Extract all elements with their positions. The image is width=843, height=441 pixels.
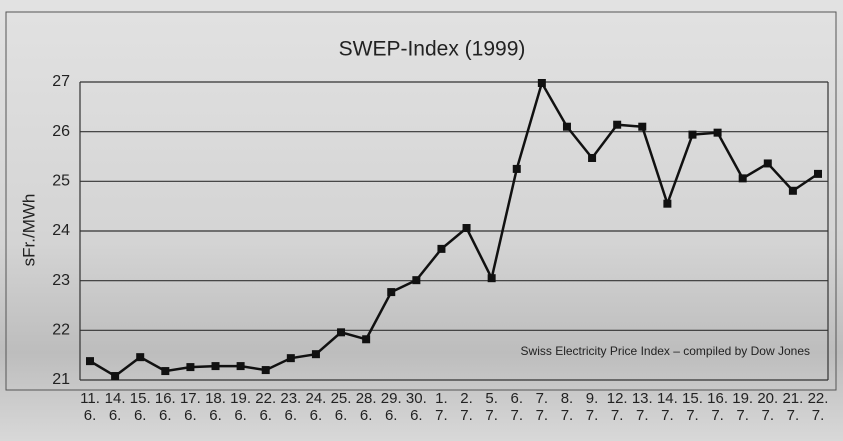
y-tick-label: 24 xyxy=(52,222,70,239)
line xyxy=(90,83,818,376)
x-tick-label: 14. 7. xyxy=(654,390,680,424)
point xyxy=(337,328,345,336)
point xyxy=(437,245,445,253)
x-tick-label: 17. 6. xyxy=(177,390,203,424)
y-tick-label: 23 xyxy=(52,272,70,289)
point xyxy=(362,335,370,343)
x-tick-label: 19. 7. xyxy=(730,390,756,424)
x-tick-label: 16. 7. xyxy=(705,390,731,424)
x-tick-label: 22. 6. xyxy=(253,390,279,424)
x-tick-label: 21. 7. xyxy=(780,390,806,424)
y-axis-label: sFr./MWh xyxy=(19,194,38,267)
point xyxy=(136,353,144,361)
y-tick-label: 27 xyxy=(52,73,70,90)
x-tick-label: 30. 6. xyxy=(403,390,429,424)
x-tick-label: 7. 7. xyxy=(529,390,555,424)
x-tick-label: 16. 6. xyxy=(152,390,178,424)
point xyxy=(714,129,722,137)
point xyxy=(588,154,596,162)
x-tick-label: 14. 6. xyxy=(102,390,128,424)
x-tick-label: 11. 6. xyxy=(77,390,103,424)
y-tick-label: 25 xyxy=(52,173,70,190)
chart: SWEP-Index (1999) sFr./MWh Swiss Electri… xyxy=(0,0,843,441)
x-tick-label: 25. 6. xyxy=(328,390,354,424)
x-tick-label: 9. 7. xyxy=(579,390,605,424)
x-tick-label: 19. 6. xyxy=(228,390,254,424)
point xyxy=(312,350,320,358)
x-tick-label: 23. 6. xyxy=(278,390,304,424)
chart-page: SWEP-Index (1999) sFr./MWh Swiss Electri… xyxy=(0,0,843,441)
x-tick-label: 18. 6. xyxy=(203,390,229,424)
chart-title: SWEP-Index (1999) xyxy=(339,38,526,61)
x-tick-label: 6. 7. xyxy=(504,390,530,424)
point xyxy=(488,274,496,282)
point xyxy=(463,224,471,232)
x-tick-label: 22. 7. xyxy=(805,390,831,424)
point xyxy=(237,362,245,370)
point xyxy=(111,372,119,380)
point xyxy=(287,354,295,362)
point xyxy=(538,79,546,87)
frame xyxy=(6,12,836,390)
y-tick-label: 22 xyxy=(52,322,70,339)
point xyxy=(161,367,169,375)
point xyxy=(638,123,646,131)
point xyxy=(663,200,671,208)
x-tick-label: 2. 7. xyxy=(454,390,480,424)
point xyxy=(764,159,772,167)
point xyxy=(739,174,747,182)
point xyxy=(212,362,220,370)
annotation: Swiss Electricity Price Index – compiled… xyxy=(521,344,810,358)
point xyxy=(613,121,621,129)
x-tick-label: 5. 7. xyxy=(479,390,505,424)
y-tick-label: 26 xyxy=(52,123,70,140)
y-tick-label: 21 xyxy=(52,371,70,388)
point xyxy=(86,357,94,365)
point xyxy=(688,131,696,139)
x-tick-label: 13. 7. xyxy=(629,390,655,424)
point xyxy=(387,288,395,296)
x-tick-label: 20. 7. xyxy=(755,390,781,424)
point xyxy=(412,276,420,284)
x-tick-label: 15. 7. xyxy=(679,390,705,424)
point xyxy=(563,123,571,131)
point xyxy=(513,165,521,173)
x-tick-label: 28. 6. xyxy=(353,390,379,424)
x-tick-label: 24. 6. xyxy=(303,390,329,424)
x-tick-label: 1. 7. xyxy=(428,390,454,424)
x-tick-label: 12. 7. xyxy=(604,390,630,424)
point xyxy=(814,170,822,178)
x-tick-label: 15. 6. xyxy=(127,390,153,424)
point xyxy=(262,366,270,374)
x-tick-label: 8. 7. xyxy=(554,390,580,424)
point xyxy=(186,363,194,371)
x-tick-label: 29. 6. xyxy=(378,390,404,424)
point xyxy=(789,187,797,195)
